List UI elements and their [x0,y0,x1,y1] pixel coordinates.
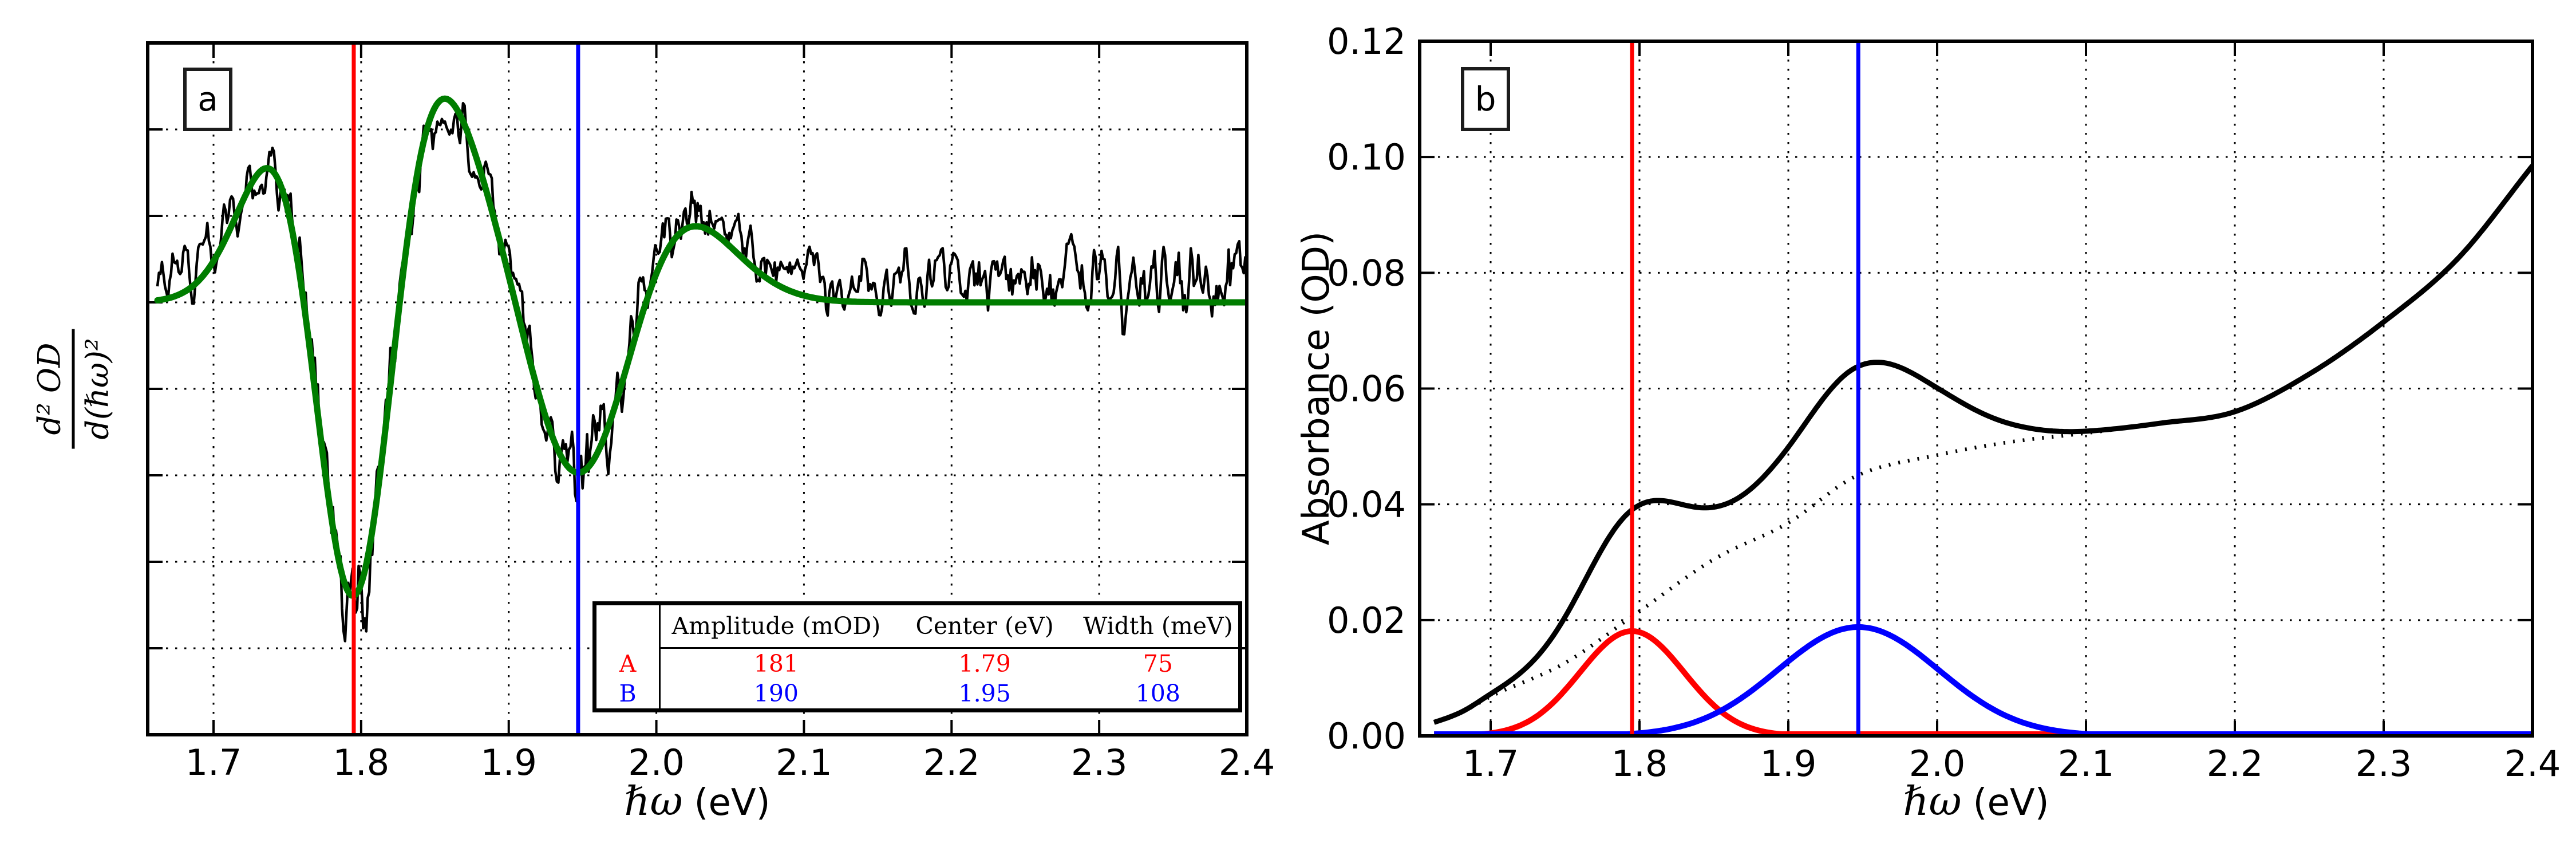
gaussian-fit-curve [154,95,1247,599]
fit-results-table: Amplitude (mOD) Center (eV) Width (meV) … [592,601,1242,712]
panel-a-x-tick-label: 1.9 [480,742,537,783]
table-row-a-amplitude: 181 [753,649,799,677]
component-b-curve [1433,624,2532,736]
panel-b-label-box: b [1461,67,1510,131]
panel-a-ylabel-numerator: d² OD [31,329,75,449]
panel-a-xaxis-label: ℏω (eV) [624,778,770,825]
table-row-a-center: 1.79 [958,649,1011,677]
panel-b-x-tick-label: 2.2 [2207,743,2263,785]
panel-b-y-tick-label: 0.10 [1327,136,1406,178]
panel-a-frame [146,41,1249,736]
table-header-width: Width (meV) [1077,605,1238,649]
total-absorbance-curve [1433,164,2532,725]
panel-b-xlabel-unit: (eV) [1973,782,2049,824]
panel-b-xlabel-math: ℏω [1903,778,1962,825]
panel-a-x-tick-label: 2.0 [628,742,685,783]
panel-b-grid: 1.7 1.8 1.9 2.0 2.1 2.2 2.3 2.4 0.00 0.02 0.04 0.06… [1327,21,2561,785]
panel-a-x-tick-label: 2.3 [1071,742,1128,783]
panel-b-frame [1418,40,2534,738]
table-row-b-center: 1.95 [958,679,1011,707]
panel-b-y-tick-label: 0.02 [1327,600,1406,641]
panel-a-x-tick-label: 1.8 [333,742,390,783]
panel-b-x-tick-label: 1.7 [1463,743,1519,785]
measured-second-derivative-curve [156,101,1247,643]
panel-a-yaxis-label: d² OD d(ℏω)² [31,329,116,449]
panel-b-x-tick-label: 2.0 [1909,743,1966,785]
panel-a-x-tick-label: 2.4 [1219,742,1275,783]
component-a-curve [1433,628,2532,736]
panel-b-x-tick-label: 1.8 [1611,743,1668,785]
panel-b-label: b [1475,80,1496,119]
panel-a-xlabel-unit: (eV) [694,782,771,824]
panel-b-yaxis-label: Absorbance (OD) [1295,231,1338,546]
background-absorbance-curve [1433,164,2532,724]
panel-b-x-tick-label: 2.4 [2504,743,2561,785]
panel-a-label: a [197,80,218,119]
panel-b-x-tick-label: 2.1 [2058,743,2115,785]
table-row-b-amplitude: 190 [753,679,799,707]
table-header-center: Center (eV) [891,605,1078,649]
panel-b-y-tick-label: 0.12 [1327,21,1406,62]
panel-b-y-tick-label: 0.00 [1327,715,1406,757]
panel-a-ylabel-denominator: d(ℏω)² [79,338,116,440]
panel-a-x-tick-label: 2.1 [776,742,832,783]
table-corner-cell [596,605,661,649]
panel-b-y-tick-label: 0.04 [1327,484,1406,526]
table-row-a-label: A [596,648,661,679]
table-row-a-width: 75 [1143,649,1173,677]
panel-a-xlabel-math: ℏω [624,778,683,825]
panel-b-y-tick-label: 0.06 [1327,368,1406,410]
table-row-b-width: 108 [1135,679,1180,707]
panel-a-label-box: a [183,68,232,131]
panel-a-x-tick-label: 1.7 [185,742,242,783]
panel-b-y-tick-label: 0.08 [1327,252,1406,294]
panel-b-xaxis-label: ℏω (eV) [1903,778,2049,825]
panel-a-x-tick-label: 2.2 [923,742,980,783]
table-header-amplitude: Amplitude (mOD) [661,605,892,649]
table-row-b-label: B [596,678,661,708]
panel-b-x-tick-label: 1.9 [1760,743,1817,785]
panel-b-x-tick-label: 2.3 [2356,743,2412,785]
